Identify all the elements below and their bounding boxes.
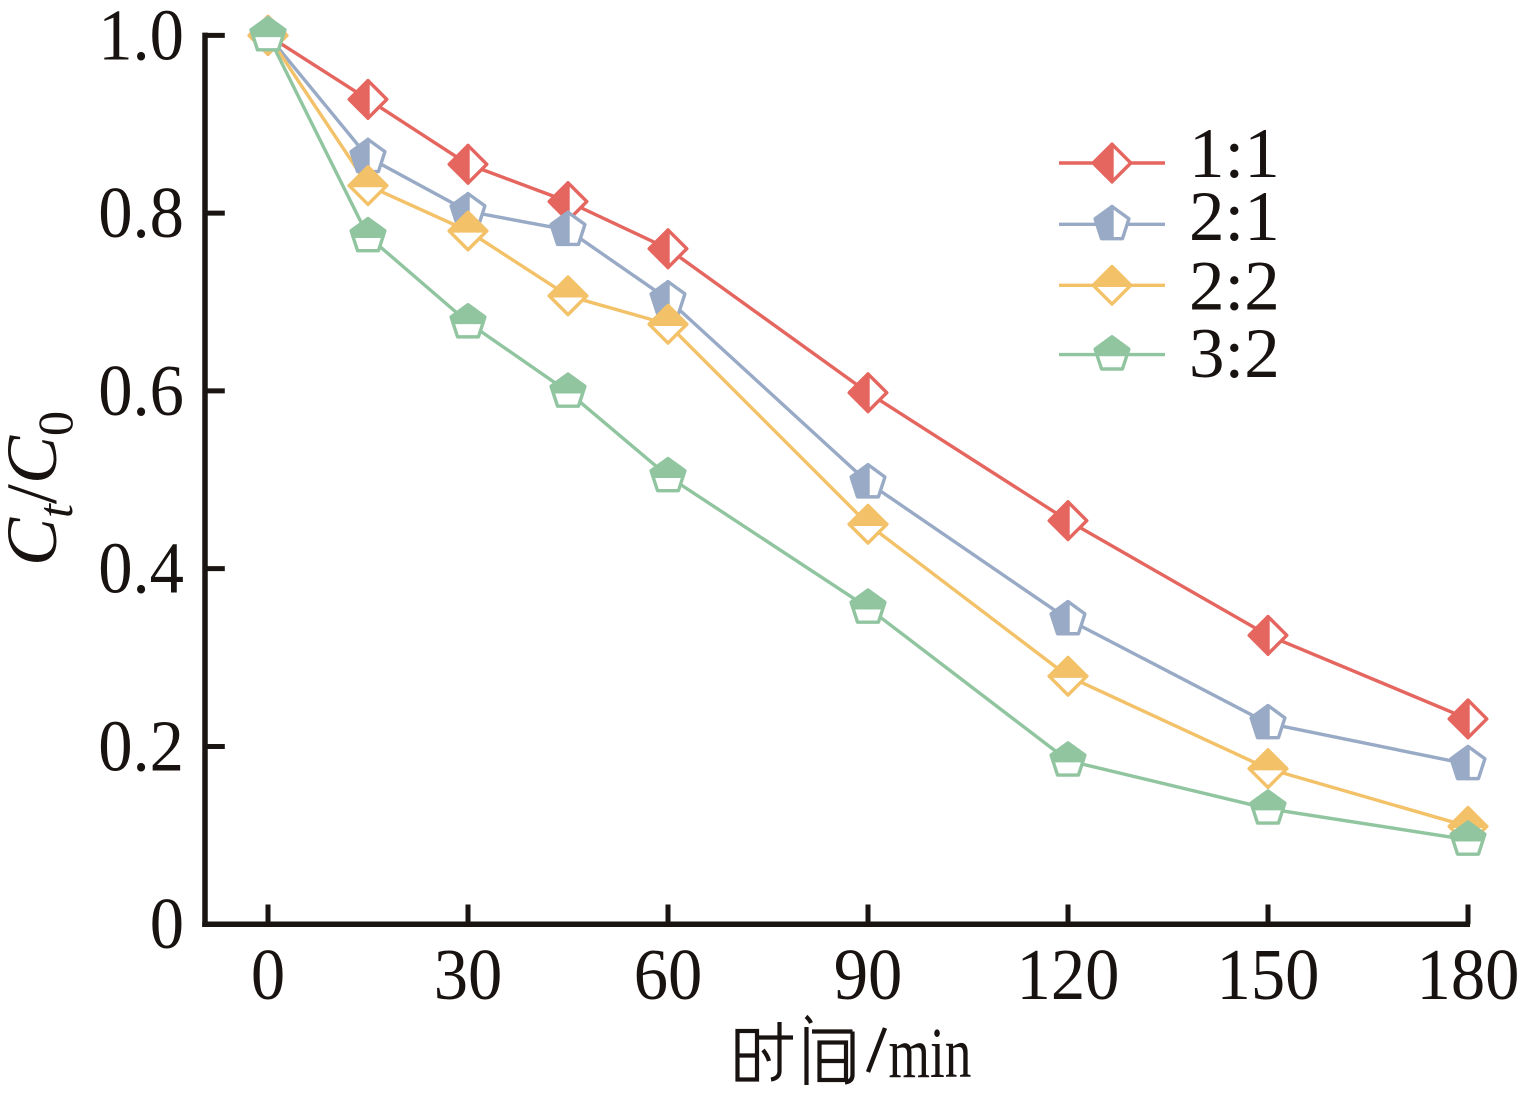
svg-text:min: min xyxy=(889,1013,972,1093)
svg-text:150: 150 xyxy=(1217,935,1320,1015)
svg-text:1.0: 1.0 xyxy=(98,0,184,76)
svg-text:0.2: 0.2 xyxy=(98,706,184,786)
svg-text:60: 60 xyxy=(634,935,703,1015)
svg-text:0.6: 0.6 xyxy=(98,351,184,431)
svg-text:180: 180 xyxy=(1417,935,1520,1015)
svg-text:1:1: 1:1 xyxy=(1189,115,1280,193)
svg-text:120: 120 xyxy=(1017,935,1120,1015)
svg-text:90: 90 xyxy=(834,935,903,1015)
svg-text:Ct/C0: Ct/C0 xyxy=(0,411,83,566)
svg-text:0.4: 0.4 xyxy=(98,529,184,609)
svg-text:30: 30 xyxy=(434,935,503,1015)
svg-text:0: 0 xyxy=(251,935,285,1015)
svg-text:2:2: 2:2 xyxy=(1189,248,1280,326)
svg-text:0.8: 0.8 xyxy=(98,173,184,253)
svg-text:2:1: 2:1 xyxy=(1189,178,1280,256)
svg-text:0: 0 xyxy=(150,884,184,964)
svg-text:3:2: 3:2 xyxy=(1189,315,1280,393)
